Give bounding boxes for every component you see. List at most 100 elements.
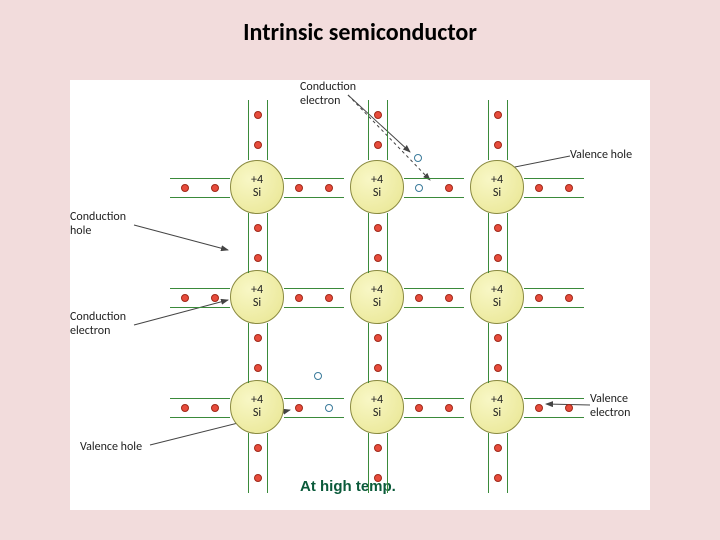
valence-electron [374,444,382,452]
valence-electron [565,294,573,302]
label-valence-hole-right: Valence hole [570,148,660,162]
label-conduction-electron-top: Conductionelectron [300,80,390,108]
atom-symbol: Si [493,297,501,310]
atom-symbol: Si [373,187,381,200]
label-valence-hole-bottom: Valence hole [80,440,170,454]
covalent-bond [170,398,230,418]
valence-electron [325,294,333,302]
valence-hole [325,404,333,412]
valence-electron [445,184,453,192]
covalent-bond [368,433,388,493]
valence-electron [374,474,382,482]
valence-electron [211,404,219,412]
covalent-bond [404,288,464,308]
valence-electron [254,224,262,232]
valence-electron [494,224,502,232]
valence-hole [415,184,423,192]
valence-electron [494,111,502,119]
valence-electron [535,294,543,302]
valence-electron [494,444,502,452]
valence-electron [494,334,502,342]
si-atom: +4Si [350,160,404,214]
valence-electron [254,334,262,342]
valence-electron [254,444,262,452]
valence-electron [211,294,219,302]
valence-electron [494,364,502,372]
covalent-bond [170,178,230,198]
covalent-bond [488,323,508,383]
page-title: Intrinsic semiconductor [243,18,477,47]
valence-electron [535,184,543,192]
valence-electron [254,111,262,119]
covalent-bond [368,100,388,160]
atom-symbol: Si [373,297,381,310]
si-atom: +4Si [470,160,524,214]
covalent-bond [488,433,508,493]
covalent-bond [248,213,268,273]
valence-electron [254,364,262,372]
valence-electron [295,294,303,302]
si-atom: +4Si [230,160,284,214]
valence-electron [181,294,189,302]
atom-symbol: Si [373,407,381,420]
covalent-bond [248,100,268,160]
si-atom: +4Si [470,380,524,434]
atom-symbol: Si [493,187,501,200]
valence-electron [295,184,303,192]
conduction-electron [414,154,422,162]
valence-electron [374,141,382,149]
covalent-bond [284,178,344,198]
covalent-bond [284,398,344,418]
si-atom: +4Si [470,270,524,324]
valence-electron [445,294,453,302]
valence-electron [565,184,573,192]
valence-electron [374,224,382,232]
atom-symbol: Si [253,407,261,420]
valence-electron [374,364,382,372]
valence-electron [415,404,423,412]
atom-symbol: Si [253,297,261,310]
valence-electron [565,404,573,412]
si-atom: +4Si [230,380,284,434]
label-valence-electron-right: Valenceelectron [590,392,660,420]
covalent-bond [248,323,268,383]
valence-electron [415,294,423,302]
valence-electron [325,184,333,192]
covalent-bond [284,288,344,308]
valence-electron [254,254,262,262]
covalent-bond [248,433,268,493]
si-atom: +4Si [350,380,404,434]
covalent-bond [488,100,508,160]
valence-electron [374,254,382,262]
atom-symbol: Si [493,407,501,420]
conduction-electron [314,372,322,380]
diagram-figure: At high temp. +4Si+4Si+4Si+4Si+4Si+4Si+4… [70,80,650,510]
valence-electron [181,404,189,412]
valence-electron [494,141,502,149]
si-atom: +4Si [230,270,284,324]
valence-electron [295,404,303,412]
covalent-bond [524,288,584,308]
covalent-bond [368,323,388,383]
si-atom: +4Si [350,270,404,324]
covalent-bond [524,398,584,418]
valence-electron [374,334,382,342]
covalent-bond [488,213,508,273]
covalent-bond [404,398,464,418]
covalent-bond [368,213,388,273]
valence-electron [254,474,262,482]
label-conduction-electron-left: Conductionelectron [70,310,150,338]
covalent-bond [404,178,464,198]
valence-electron [445,404,453,412]
valence-electron [535,404,543,412]
valence-electron [181,184,189,192]
covalent-bond [524,178,584,198]
covalent-bond [170,288,230,308]
label-conduction-hole-left: Conductionhole [70,210,150,238]
valence-electron [211,184,219,192]
valence-electron [374,111,382,119]
valence-electron [494,474,502,482]
valence-electron [494,254,502,262]
atom-symbol: Si [253,187,261,200]
valence-electron [254,141,262,149]
